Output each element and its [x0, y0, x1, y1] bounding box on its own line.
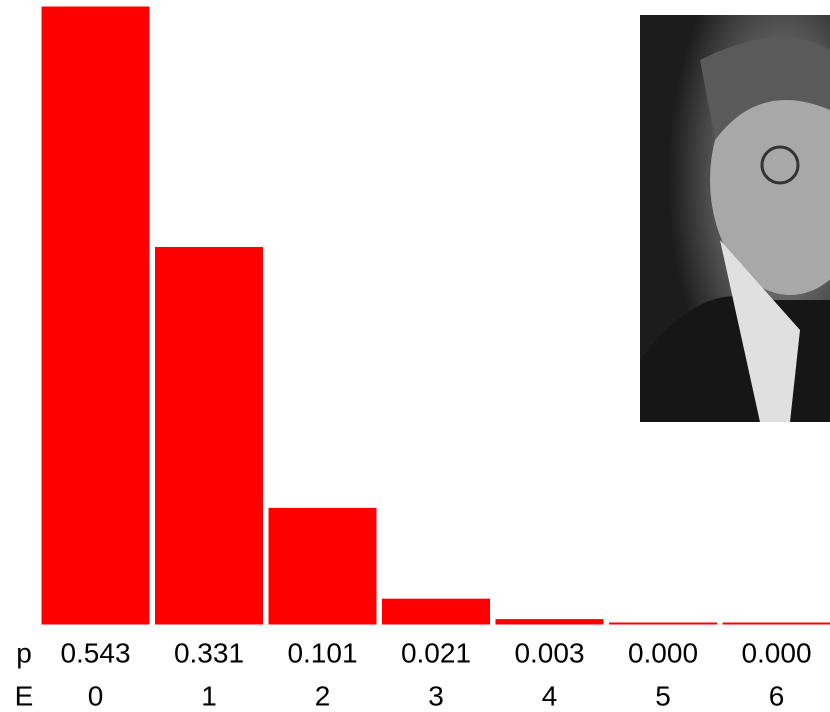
bar [496, 620, 603, 624]
value-label: 0.101 [287, 637, 357, 668]
chart: p E 0.543 0 0.331 1 0.101 2 0.021 3 0.003 4 0.000 5… [0, 0, 830, 712]
value-label: 0.003 [514, 637, 584, 668]
value-label: 0.000 [628, 637, 698, 668]
bar [156, 248, 263, 624]
bar [269, 508, 376, 624]
bar [610, 623, 717, 624]
x-tick-label: 2 [315, 680, 331, 711]
x-tick-label: 4 [542, 680, 558, 711]
category-row-label: E [15, 680, 34, 711]
bar [723, 623, 830, 624]
x-tick-label: 5 [655, 680, 671, 711]
value-row-label: p [16, 637, 32, 668]
value-label: 0.000 [741, 637, 811, 668]
value-label: 0.021 [401, 637, 471, 668]
bar [383, 599, 490, 624]
value-label: 0.543 [60, 637, 130, 668]
portrait-photo [640, 15, 830, 422]
x-tick-label: 6 [769, 680, 785, 711]
x-tick-label: 3 [428, 680, 444, 711]
bar [42, 7, 149, 624]
x-tick-label: 0 [88, 680, 104, 711]
value-label: 0.331 [174, 637, 244, 668]
x-tick-label: 1 [201, 680, 217, 711]
